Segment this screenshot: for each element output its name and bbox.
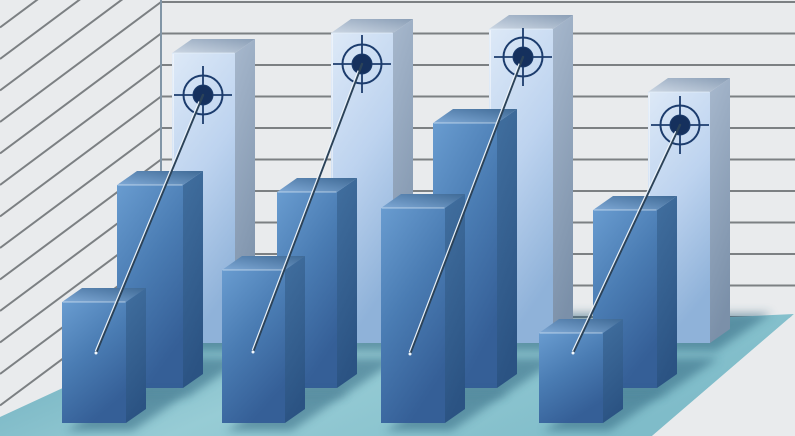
bar-top-face — [593, 196, 677, 210]
side-wall-line — [0, 64, 162, 186]
side-wall-line — [0, 1, 162, 123]
bar-top-face — [62, 288, 146, 302]
bar-side-face — [497, 109, 517, 388]
bar-top-face — [172, 39, 255, 53]
bar-top-face — [331, 19, 413, 33]
needle-tip-glint — [251, 350, 255, 354]
bar-side-face — [337, 178, 357, 388]
needle-pin-1 — [94, 93, 205, 355]
bar-top-face — [117, 171, 203, 185]
bar-side-face — [126, 288, 146, 423]
bar-side-face — [183, 171, 203, 388]
bar-front-face — [62, 302, 126, 423]
side-wall-line — [0, 0, 124, 92]
bar-front-2 — [222, 256, 305, 423]
bar-front-1 — [62, 288, 146, 423]
bar-front-3 — [381, 194, 465, 423]
bar-top-face — [489, 15, 573, 29]
bar-top-face — [648, 78, 730, 92]
needle-tip-glint — [94, 351, 98, 355]
bar-top-face — [381, 194, 465, 208]
bar-side-face — [710, 78, 730, 343]
bar-top-face — [539, 319, 623, 333]
bar-side-face — [657, 196, 677, 388]
bar-top-face — [433, 109, 517, 123]
side-wall-line — [0, 0, 81, 60]
floor-right-cutoff — [652, 314, 795, 436]
side-wall-line — [0, 0, 39, 29]
bar-side-face — [553, 15, 573, 343]
bar-side-face — [285, 256, 305, 423]
bar-side-face — [603, 319, 623, 423]
needle-pin-4 — [571, 123, 682, 355]
bar-front-face — [381, 208, 445, 423]
side-wall-line — [0, 127, 162, 249]
side-wall-line — [0, 95, 162, 218]
bar-front-4 — [539, 319, 623, 423]
needle-pin-3 — [408, 55, 525, 356]
bar-front-face — [539, 333, 603, 423]
bar-side-face — [445, 194, 465, 423]
needle-tip-glint — [408, 352, 412, 356]
side-wall-line — [0, 32, 162, 155]
needle-tip-glint — [571, 351, 575, 355]
needle-pin-2 — [251, 62, 364, 354]
